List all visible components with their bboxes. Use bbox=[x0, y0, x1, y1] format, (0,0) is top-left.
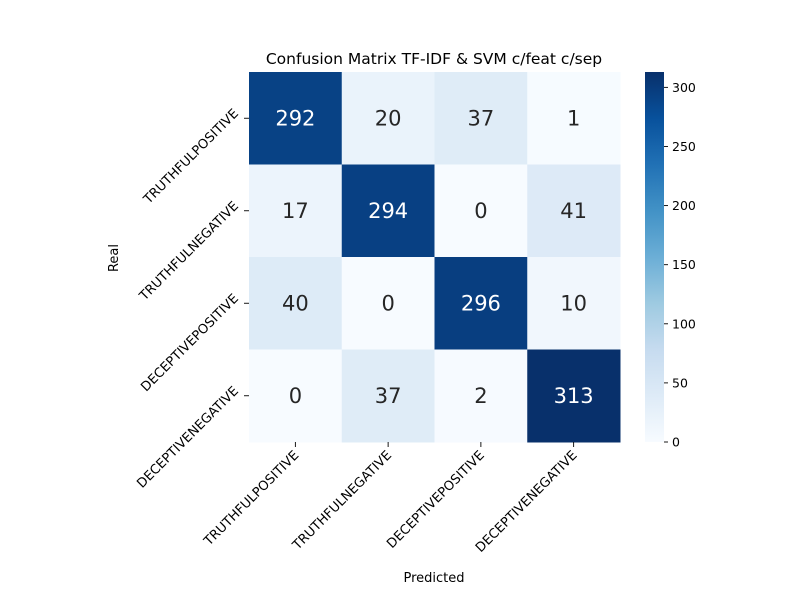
cell-value-label: 296 bbox=[461, 291, 501, 315]
y-tick-label: TRUTHFULNEGATIVE bbox=[136, 199, 242, 305]
heatmap-cells bbox=[249, 72, 621, 443]
heatmap-cell bbox=[341, 257, 435, 350]
heatmap-cell bbox=[249, 257, 343, 350]
chart-title: Confusion Matrix TF-IDF & SVM c/feat c/s… bbox=[266, 50, 602, 68]
y-axis-label: Real bbox=[107, 244, 122, 272]
colorbar-tick-label: 100 bbox=[672, 316, 696, 331]
x-tick-label: DECEPTIVEPOSITIVE bbox=[384, 448, 487, 551]
x-axis-label: Predicted bbox=[403, 571, 464, 586]
cell-value-label: 17 bbox=[282, 199, 309, 223]
x-tick-label: TRUTHFULNEGATIVE bbox=[289, 448, 395, 554]
y-tick-label: TRUTHFULPOSITIVE bbox=[140, 106, 241, 207]
cell-value-label: 1 bbox=[567, 106, 580, 130]
cell-value-label: 10 bbox=[560, 291, 587, 315]
cell-value-label: 292 bbox=[275, 106, 315, 130]
colorbar-tick-label: 50 bbox=[672, 375, 688, 390]
heatmap-cell bbox=[341, 349, 435, 443]
y-axis-ticks: TRUTHFULPOSITIVETRUTHFULNEGATIVEDECEPTIV… bbox=[134, 106, 249, 491]
heatmap-cell bbox=[527, 257, 621, 350]
x-tick-label: TRUTHFULPOSITIVE bbox=[201, 448, 302, 549]
colorbar-tick-label: 200 bbox=[672, 198, 696, 213]
colorbar-tick-label: 150 bbox=[672, 257, 696, 272]
colorbar-ticks: 0 50 100 150 200 250 300 bbox=[664, 80, 696, 450]
cell-value-label: 0 bbox=[474, 199, 487, 223]
heatmap-cell bbox=[434, 72, 528, 165]
cell-value-label: 41 bbox=[560, 199, 587, 223]
x-axis-ticks: TRUTHFULPOSITIVETRUTHFULNEGATIVEDECEPTIV… bbox=[201, 442, 580, 556]
heatmap-cell bbox=[434, 349, 528, 443]
cell-value-label: 20 bbox=[375, 106, 402, 130]
cell-value-label: 0 bbox=[289, 384, 302, 408]
cell-value-label: 2 bbox=[474, 384, 487, 408]
heatmap-cell bbox=[341, 72, 435, 165]
cell-value-label: 294 bbox=[368, 199, 408, 223]
y-tick-label: DECEPTIVENEGATIVE bbox=[134, 384, 241, 491]
colorbar-tick-label: 300 bbox=[672, 80, 696, 95]
heatmap-cell bbox=[249, 72, 343, 165]
heatmap-cell bbox=[434, 164, 528, 258]
colorbar bbox=[645, 72, 664, 442]
x-tick-label: DECEPTIVENEGATIVE bbox=[473, 448, 580, 555]
heatmap-cell bbox=[527, 164, 621, 258]
heatmap-cell bbox=[527, 72, 621, 165]
heatmap-cell bbox=[249, 349, 343, 443]
heatmap-cell-labels: 292 20 37 1 17 294 0 41 40 0 296 10 0 37 2 313 bbox=[275, 106, 593, 408]
colorbar-tick-label: 250 bbox=[672, 139, 696, 154]
y-tick-label: DECEPTIVEPOSITIVE bbox=[138, 291, 241, 394]
heatmap-cell bbox=[249, 164, 343, 258]
heatmap-cell bbox=[434, 257, 528, 350]
cell-value-label: 37 bbox=[468, 106, 495, 130]
cell-value-label: 313 bbox=[554, 384, 594, 408]
cell-value-label: 40 bbox=[282, 291, 309, 315]
heatmap-cell bbox=[527, 349, 621, 443]
cell-value-label: 37 bbox=[375, 384, 402, 408]
cell-value-label: 0 bbox=[381, 291, 394, 315]
heatmap-cell bbox=[341, 164, 435, 258]
colorbar-tick-label: 0 bbox=[672, 435, 680, 450]
